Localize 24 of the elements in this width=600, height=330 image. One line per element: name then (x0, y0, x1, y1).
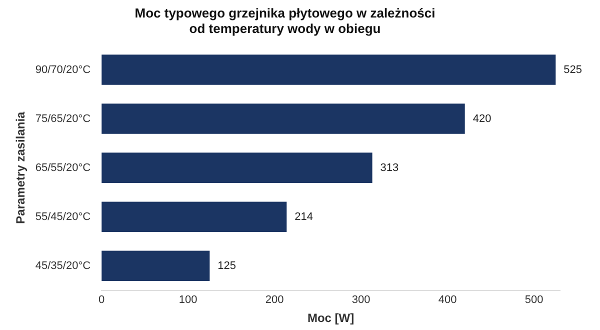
bar (102, 54, 556, 85)
bar (102, 250, 210, 282)
data-label: 214 (294, 210, 314, 223)
x-tick-label: 0 (98, 294, 105, 306)
x-tick-label: 300 (352, 294, 370, 306)
x-tick-label: 200 (265, 294, 284, 306)
chart-title: Moc typowego grzejnika płytowego w zależności od temperatury wody w obiegu (134, 5, 436, 36)
data-label: 525 (564, 64, 582, 76)
y-tick-label: 55/45/20°C (35, 210, 91, 223)
data-label: 420 (472, 112, 492, 125)
y-tick-label: 65/55/20°C (35, 162, 91, 174)
bar (102, 152, 372, 183)
x-tick-label: 100 (178, 294, 198, 306)
x-tick-label: 400 (438, 294, 457, 306)
y-tick-label: 75/65/20°C (35, 112, 91, 125)
x-axis-title: Moc [W] (307, 311, 354, 326)
y-tick-label: 45/35/20°C (35, 260, 91, 272)
bar (102, 202, 287, 232)
x-tick-label: 500 (524, 294, 544, 306)
y-tick-label: 90/70/20°C (35, 64, 91, 76)
y-axis-title: Parametry zasilania (14, 111, 28, 224)
data-label: 313 (380, 162, 399, 174)
data-label: 125 (218, 260, 236, 272)
bar (102, 104, 465, 134)
